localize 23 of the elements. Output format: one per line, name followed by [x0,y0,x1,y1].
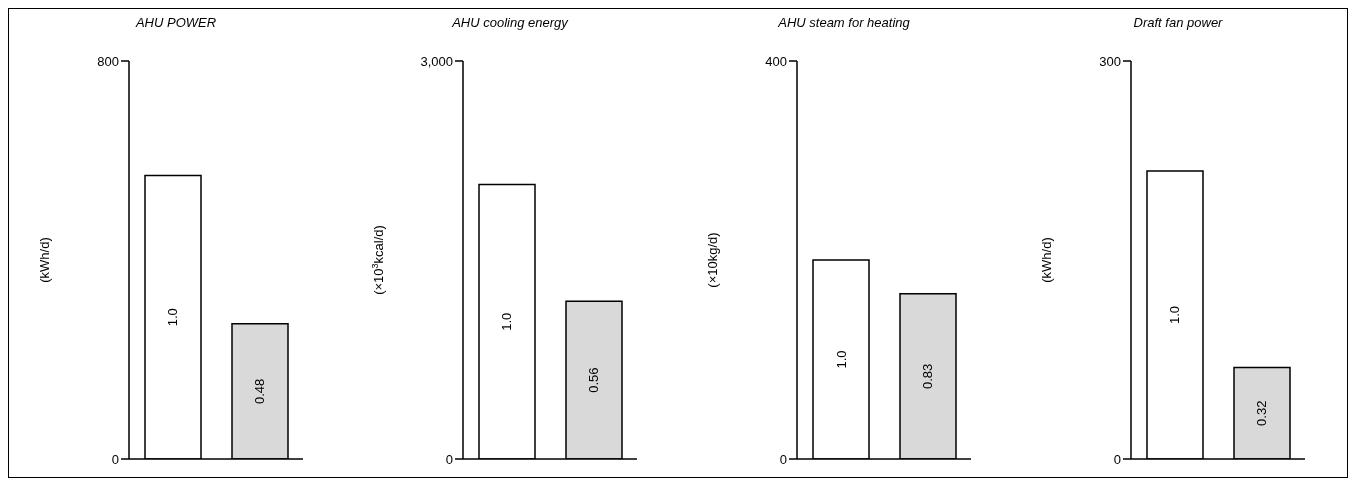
chart-title: AHU cooling energy [451,14,569,32]
y-tick-label: 0 [779,451,787,467]
annotation: 0.56 [586,367,602,393]
annotation: 1.0 [499,312,515,331]
y-axis-title: (×10kg/d) [705,232,720,288]
chart-title: AHU steam for heating [777,14,911,32]
y-tick-label: 400 [765,53,787,69]
chart-title: Draft fan power [1132,14,1224,32]
y-axis-title: (kWh/d) [37,237,52,283]
y-tick-label: 0 [111,451,119,467]
y-tick-label: 300 [1099,53,1121,69]
y-axis-title: (kWh/d) [1039,237,1054,283]
annotation: 1.0 [1167,306,1183,325]
chart-title: AHU POWER [134,14,218,32]
annotation: 0.83 [920,363,936,390]
annotation: 1.0 [833,350,849,369]
y-tick-label: 3,000 [420,53,453,69]
y-tick-label: 0 [445,451,453,467]
y-tick-label: 800 [97,53,119,69]
annotation: 0.48 [252,378,268,404]
annotation: 0.32 [1254,400,1270,426]
annotation: 1.0 [165,308,181,327]
y-tick-label: 0 [1113,451,1121,467]
